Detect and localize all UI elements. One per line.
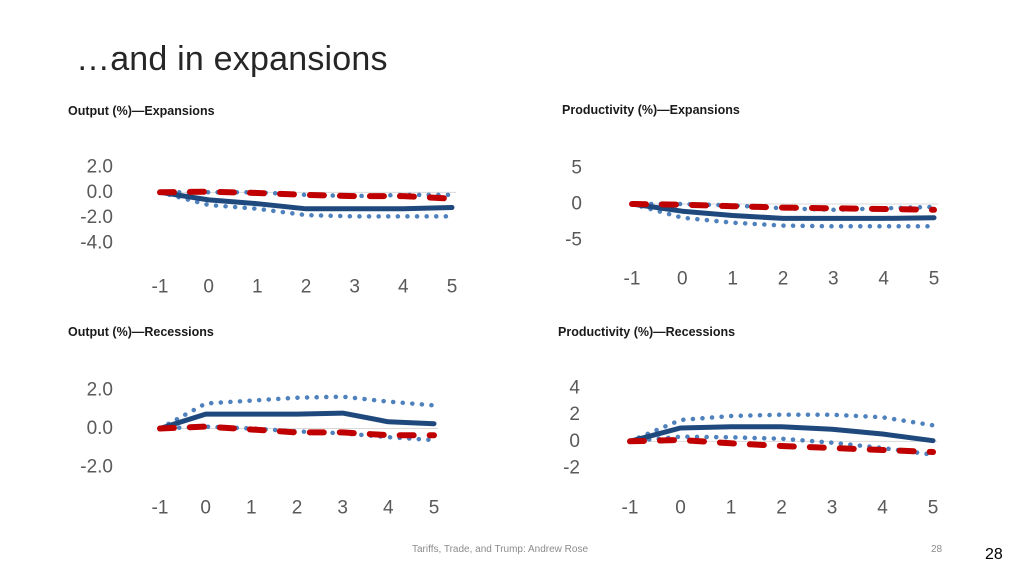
x-tick-label: 4 — [877, 498, 888, 519]
series-line-lower-band — [157, 424, 437, 443]
x-tick-label: 3 — [827, 498, 838, 519]
x-tick-label: 1 — [246, 498, 257, 519]
footer-text: Tariffs, Trade, and Trump: Andrew Rose — [412, 544, 589, 555]
slide-number: 28 — [985, 546, 1003, 563]
x-tick-label: 5 — [928, 498, 939, 519]
y-tick-label: -2.0 — [80, 457, 113, 478]
chart-title-output-expansions: Output (%)—Expansions — [68, 104, 215, 118]
x-tick-label: -1 — [624, 269, 641, 290]
series-line-estimate — [629, 201, 937, 221]
series-line-comparison — [157, 423, 437, 439]
y-tick-label: 0.0 — [87, 182, 113, 203]
series-line-lower-band — [629, 201, 937, 229]
series-line-estimate — [627, 424, 936, 444]
series-line-upper-band — [157, 190, 455, 199]
x-tick-label: 0 — [200, 498, 211, 519]
x-tick-label: 5 — [929, 269, 940, 290]
y-tick-label: -2.0 — [80, 207, 113, 228]
x-tick-label: 2 — [301, 277, 312, 298]
x-tick-label: 4 — [383, 498, 394, 519]
series-line-comparison — [629, 201, 937, 213]
x-tick-label: 1 — [727, 269, 738, 290]
y-tick-label: -2 — [563, 458, 580, 479]
x-tick-label: 2 — [778, 269, 789, 290]
y-tick-label: -5 — [565, 230, 582, 251]
x-tick-label: 5 — [447, 277, 458, 298]
series-line-upper-band — [157, 394, 437, 431]
y-tick-label: 2.0 — [87, 380, 113, 401]
series-line-lower-band — [157, 190, 455, 219]
x-tick-label: 4 — [878, 269, 889, 290]
footer-page: 28 — [931, 544, 943, 555]
slide-title: …and in expansions — [76, 40, 388, 78]
x-tick-label: 3 — [349, 277, 360, 298]
x-tick-label: 2 — [292, 498, 303, 519]
series-line-estimate — [157, 410, 437, 431]
y-tick-label: -4.0 — [80, 233, 113, 254]
x-tick-label: 1 — [726, 498, 737, 519]
series-line-comparison — [627, 437, 936, 455]
y-tick-label: 5 — [571, 158, 582, 179]
x-tick-label: 1 — [252, 277, 263, 298]
series-line-comparison — [157, 188, 455, 202]
x-tick-label: 4 — [398, 277, 409, 298]
y-tick-label: 0 — [569, 431, 580, 452]
x-tick-label: 5 — [429, 498, 440, 519]
x-tick-label: -1 — [152, 498, 169, 519]
x-tick-label: 0 — [203, 277, 214, 298]
y-tick-label: 0 — [571, 194, 582, 215]
series-line-lower-band — [627, 434, 936, 457]
y-tick-label: 2 — [569, 404, 580, 425]
x-tick-label: 0 — [675, 498, 686, 519]
chart-title-productivity-expansions: Productivity (%)—Expansions — [562, 103, 740, 117]
y-tick-label: 2.0 — [87, 157, 113, 178]
x-tick-label: -1 — [622, 498, 639, 519]
chart-title-output-recessions: Output (%)—Recessions — [68, 325, 214, 339]
x-tick-label: -1 — [152, 277, 169, 298]
x-tick-label: 3 — [337, 498, 348, 519]
chart-title-productivity-recessions: Productivity (%)—Recessions — [558, 325, 736, 339]
x-tick-label: 0 — [677, 269, 688, 290]
y-tick-label: 4 — [569, 378, 580, 399]
x-tick-label: 2 — [776, 498, 787, 519]
y-tick-label: 0.0 — [87, 418, 113, 439]
x-tick-label: 3 — [828, 269, 839, 290]
series-line-upper-band — [627, 412, 936, 444]
series-line-estimate — [157, 189, 455, 212]
